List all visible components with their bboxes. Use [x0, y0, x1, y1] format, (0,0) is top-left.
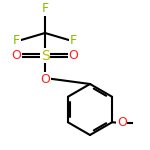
Text: O: O	[117, 117, 127, 129]
Text: S: S	[41, 48, 49, 63]
Text: F: F	[41, 3, 49, 15]
Text: O: O	[69, 49, 78, 62]
Text: O: O	[12, 49, 21, 62]
Text: F: F	[13, 34, 20, 47]
Text: F: F	[70, 34, 77, 47]
Text: O: O	[40, 73, 50, 86]
